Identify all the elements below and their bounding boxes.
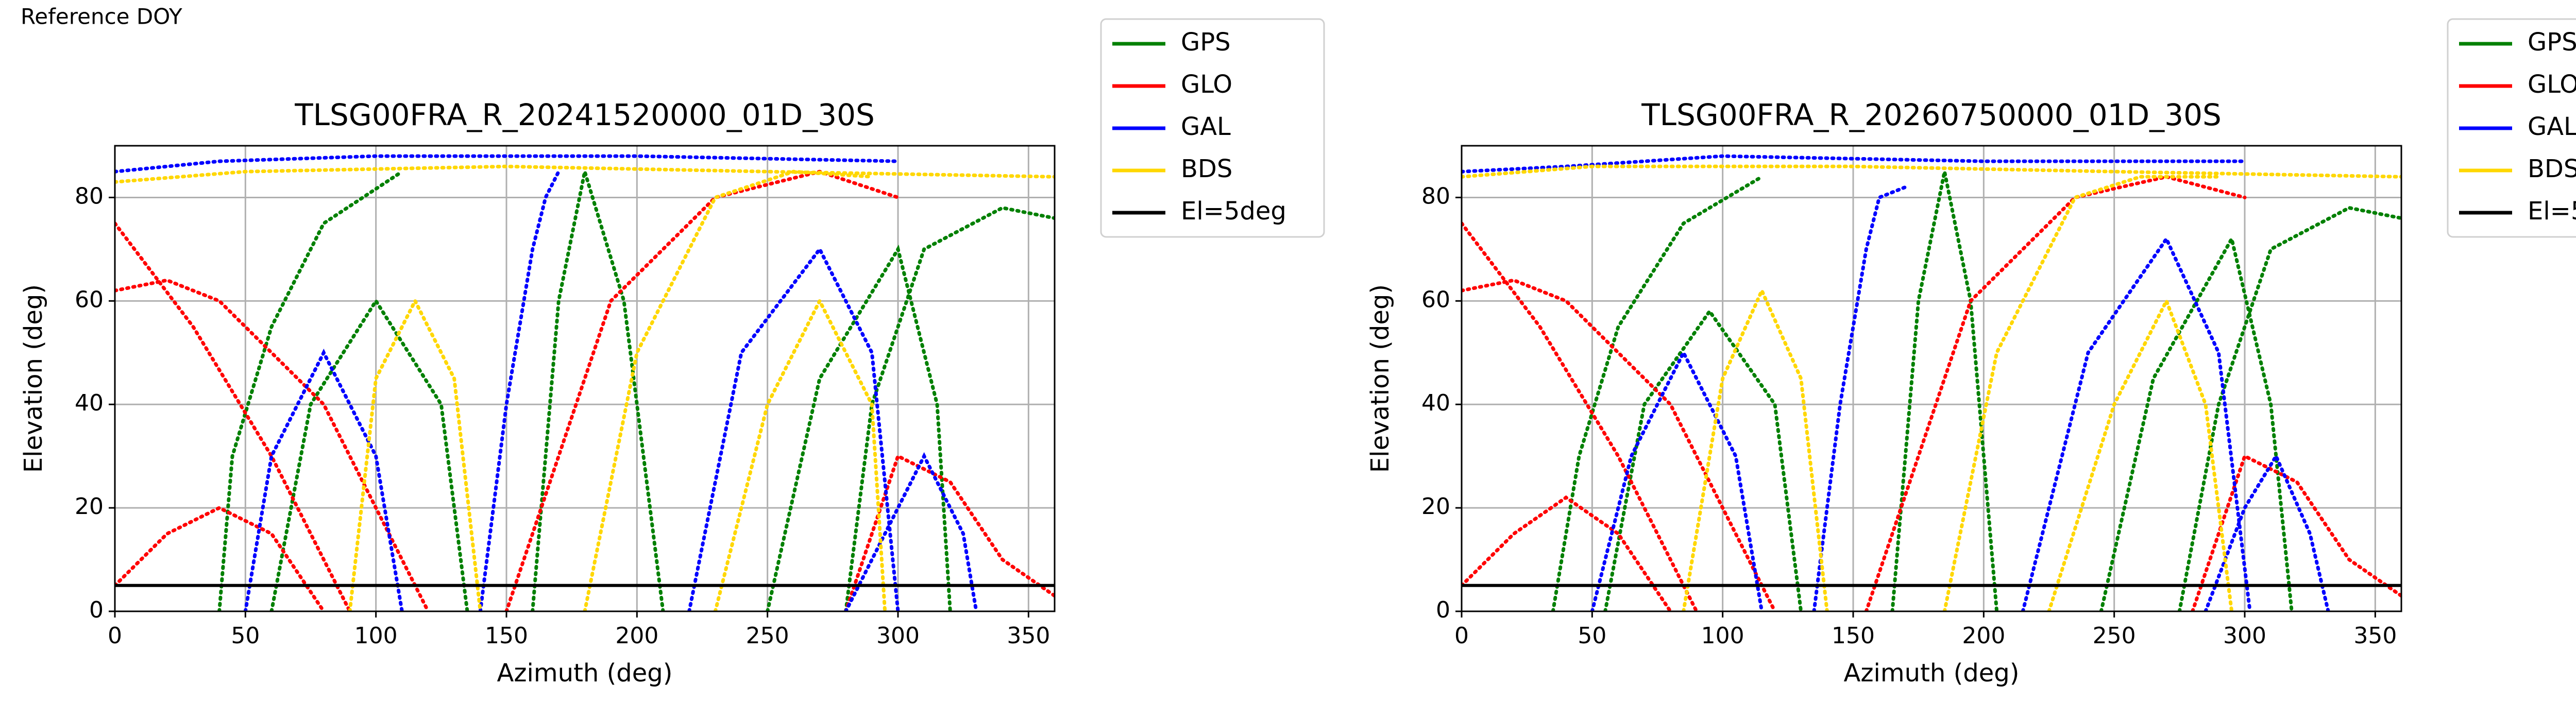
x-tick-label: 350	[2353, 623, 2397, 649]
track	[1890, 171, 1999, 611]
y-tick-label: 80	[1421, 183, 1450, 209]
track	[1462, 164, 2401, 179]
y-tick-label: 20	[75, 493, 104, 520]
y-tick-label: 60	[1421, 286, 1450, 313]
y-tick-label: 20	[1421, 493, 1450, 520]
y-tick-label: 40	[75, 390, 104, 416]
track	[243, 349, 404, 611]
x-tick-label: 100	[1701, 623, 1744, 649]
track	[766, 244, 952, 611]
x-tick-label: 250	[2093, 623, 2136, 649]
x-tick-label: 250	[746, 623, 789, 649]
track	[531, 171, 665, 611]
track	[217, 169, 404, 611]
x-axis-label: Azimuth (deg)	[1844, 659, 2020, 688]
track	[115, 506, 326, 611]
track	[348, 297, 482, 611]
chart-title: TLSG00FRA_R_20241520000_01D_30S	[294, 97, 875, 132]
chart-title: TLSG00FRA_R_20260750000_01D_30S	[1641, 97, 2222, 132]
track	[115, 154, 900, 174]
axes-frame	[1461, 145, 2402, 612]
y-tick-label: 80	[75, 183, 104, 209]
track	[1551, 175, 1764, 611]
track	[2177, 205, 2401, 611]
legend-label: GAL	[2528, 112, 2576, 141]
track	[2021, 235, 2252, 611]
track	[2204, 452, 2330, 611]
y-tick-label: 0	[89, 597, 104, 623]
x-tick-label: 300	[876, 623, 920, 649]
track	[1462, 278, 1777, 611]
track	[1462, 495, 1672, 611]
track	[2099, 234, 2294, 611]
x-axis-label: Azimuth (deg)	[497, 659, 673, 688]
track	[713, 297, 887, 611]
y-tick-label: 40	[1421, 390, 1450, 416]
plot-area	[1462, 154, 2401, 611]
x-tick-label: 200	[615, 623, 658, 649]
caption: Reference DOY	[21, 4, 182, 29]
track	[1682, 286, 1829, 611]
track	[844, 452, 978, 611]
x-tick-label: 50	[231, 623, 260, 649]
track	[1864, 175, 2247, 611]
plot-area	[115, 154, 1055, 611]
x-tick-label: 350	[1007, 623, 1050, 649]
track	[1942, 175, 2221, 611]
axes-frame	[114, 145, 1056, 612]
x-tick-label: 0	[108, 623, 122, 649]
track	[1462, 221, 1699, 611]
legend-label: GLO	[2528, 70, 2576, 99]
legend-label: GLO	[1181, 70, 1232, 99]
track	[844, 205, 1055, 611]
x-tick-label: 50	[1578, 623, 1606, 649]
x-tick-label: 0	[1454, 623, 1469, 649]
y-tick-label: 60	[75, 286, 104, 313]
legend-label: GPS	[1181, 28, 1231, 57]
legend-label: El=5deg	[2528, 197, 2576, 226]
track	[115, 221, 352, 611]
chart: TLSG00FRA_R_20260750000_01D_30S 0 50 100 150…	[1366, 18, 2576, 688]
track	[687, 246, 900, 611]
x-tick-label: 300	[2223, 623, 2266, 649]
track	[115, 164, 1055, 184]
legend-label: El=5deg	[1181, 197, 1286, 226]
y-tick-label: 0	[1436, 597, 1450, 623]
track	[583, 169, 874, 611]
legend-label: BDS	[1181, 155, 1232, 183]
track	[269, 297, 469, 611]
track	[1603, 308, 1803, 611]
y-axis-label: Elevation (deg)	[19, 284, 48, 473]
x-tick-label: 150	[485, 623, 528, 649]
legend-label: BDS	[2528, 155, 2576, 183]
track	[2047, 296, 2234, 611]
track	[1462, 154, 2247, 174]
y-axis-label: Elevation (deg)	[1366, 284, 1395, 473]
legend-label: GPS	[2528, 28, 2576, 57]
x-tick-label: 100	[354, 623, 398, 649]
legend-label: GAL	[1181, 112, 1231, 141]
track	[1812, 185, 1907, 611]
legend-frame	[1100, 18, 1325, 238]
track	[1590, 349, 1764, 611]
track	[2191, 453, 2401, 611]
track	[844, 453, 1055, 611]
x-tick-label: 200	[1962, 623, 2005, 649]
chart: TLSG00FRA_R_20241520000_01D_30S 0 50 100 150…	[19, 18, 1325, 688]
x-tick-label: 150	[1832, 623, 1875, 649]
track	[115, 278, 430, 611]
track	[478, 169, 561, 611]
